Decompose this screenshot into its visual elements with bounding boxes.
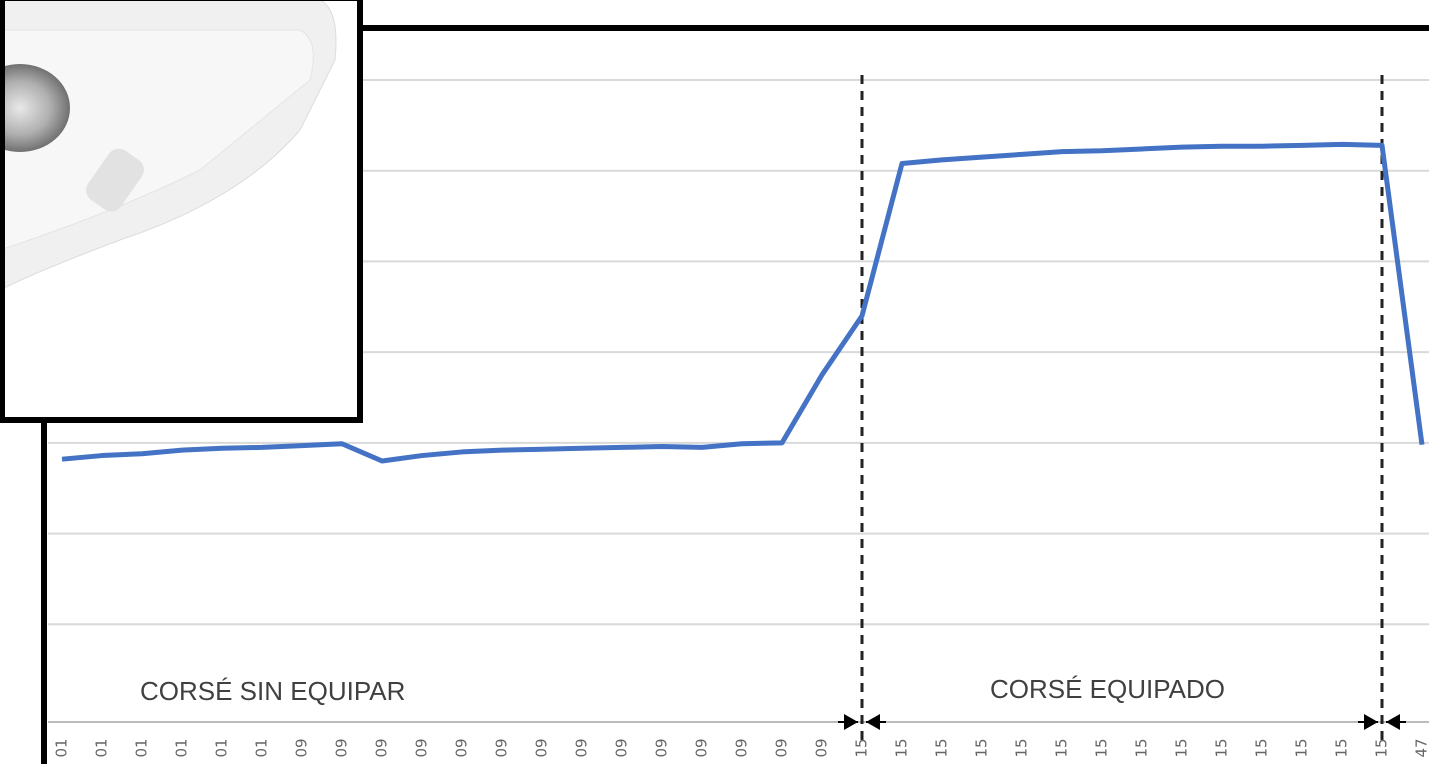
x-tick-label: 15 [973,738,991,757]
x-tick-label: 09 [493,738,511,757]
x-tick-label: 01 [253,738,271,757]
phase-arrowhead [844,714,858,730]
device-lens [0,64,70,152]
x-tick-label: 09 [533,738,551,757]
x-tick-label: 15 [1173,738,1191,757]
x-tick-label: 09 [573,738,591,757]
inset-photo [0,0,363,423]
x-tick-label: 09 [373,738,391,757]
x-tick-label: 15 [1293,738,1311,757]
x-tick-label: 15 [893,738,911,757]
device-panel [0,29,314,251]
photo-frame [0,0,363,423]
x-tick-label: 09 [293,738,311,757]
x-tick-label: 15 [1213,738,1231,757]
x-tick-label: 01 [173,738,191,757]
phase-arrowhead [1386,714,1400,730]
x-tick-label: 15 [853,738,871,757]
x-tick-label: 09 [613,738,631,757]
x-tick-label: 01 [133,738,151,757]
x-tick-label: 15 [1253,738,1271,757]
x-tick-label: 15 [1333,738,1351,757]
phase-arrowhead [1364,714,1378,730]
x-tick-label: 15 [933,738,951,757]
x-tick-label: 09 [733,738,751,757]
plot-area: 01 01 01 01 01 01 09 09 09 09 09 09 09 09 09 09 09 09 09 09… [48,75,1429,758]
x-tick-label: 15 [1093,738,1111,757]
x-tick-label: 09 [453,738,471,757]
x-tick-label: 09 [333,738,351,757]
annotation: CORSÉ EQUIPADO [990,674,1225,704]
x-tick-label: 09 [693,738,711,757]
x-tick-label: 15 [1013,738,1031,757]
device-button [86,148,144,212]
x-tick-label: 15 [1053,738,1071,757]
x-tick-label: 47 [1413,738,1429,757]
data-line [61,141,1425,464]
x-tick-label: 15 [1133,738,1151,757]
x-tick-label: 09 [773,738,791,757]
phase-arrowhead [866,714,880,730]
x-tick-label: 09 [653,738,671,757]
x-tick-label: 01 [93,738,111,757]
x-tick-label: 01 [53,738,71,757]
x-tick-label: 01 [213,738,231,757]
x-tick-label: 09 [813,738,831,757]
x-tick-label: 09 [413,738,431,757]
x-tick-label: 15 [1373,738,1391,757]
annotation: CORSÉ SIN EQUIPAR [140,676,405,706]
